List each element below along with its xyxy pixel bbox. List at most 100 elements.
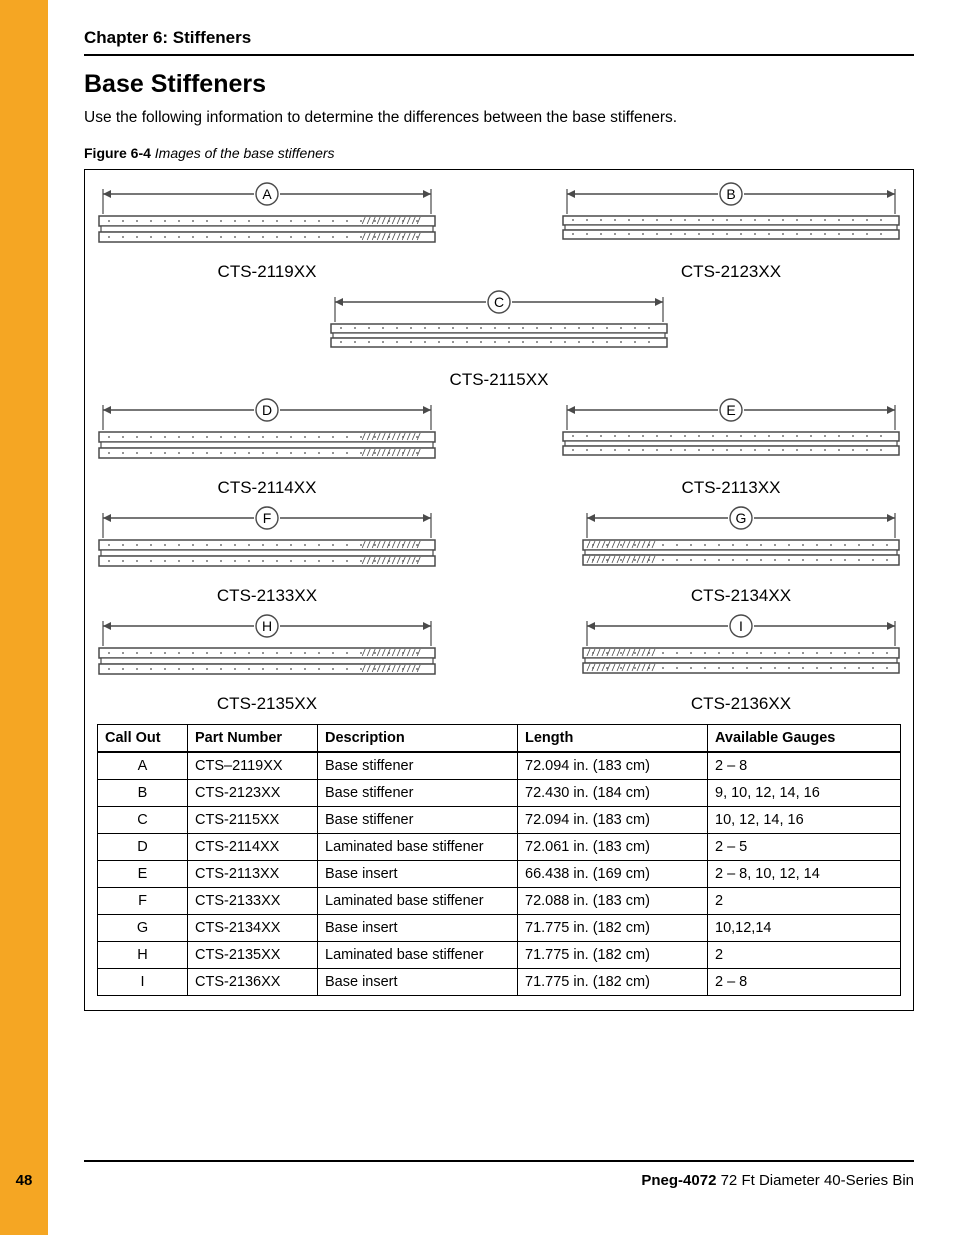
diagram-item: F CTS-2133XX [97,506,437,606]
diagram-label: CTS-2115XX [450,370,549,390]
stiffener-icon: G [581,506,901,584]
table-cell: Laminated base stiffener [318,942,518,969]
table-cell: Base insert [318,915,518,942]
table-row: HCTS-2135XXLaminated base stiffener71.77… [98,942,901,969]
diagram-item: A CTS-2119XX [97,182,437,282]
table-cell: 72.088 in. (183 cm) [518,888,708,915]
table-row: ACTS–2119XXBase stiffener72.094 in. (183… [98,752,901,780]
diagram-label: CTS-2123XX [681,262,781,282]
table-row: FCTS-2133XXLaminated base stiffener72.08… [98,888,901,915]
table-cell: 2 – 8, 10, 12, 14 [708,861,901,888]
svg-text:E: E [726,402,735,418]
table-cell: Base insert [318,969,518,996]
table-cell: 72.430 in. (184 cm) [518,780,708,807]
table-cell: CTS-2133XX [188,888,318,915]
table-cell: 10, 12, 14, 16 [708,807,901,834]
diagram-row: A CTS-2119XX B CTS-2123XX [97,182,901,282]
table-row: DCTS-2114XXLaminated base stiffener72.06… [98,834,901,861]
table-cell: G [98,915,188,942]
table-cell: Base insert [318,861,518,888]
table-cell: D [98,834,188,861]
diagram-label: CTS-2119XX [218,262,317,282]
diagram-label: CTS-2113XX [682,478,781,498]
table-col-header: Description [318,725,518,753]
table-row: GCTS-2134XXBase insert71.775 in. (182 cm… [98,915,901,942]
figure-box: A CTS-2119XX B CTS-2123XX [84,169,914,1011]
stiffener-icon: E [561,398,901,476]
table-cell: 10,12,14 [708,915,901,942]
table-cell: 71.775 in. (182 cm) [518,969,708,996]
table-cell: 72.094 in. (183 cm) [518,807,708,834]
stiffener-icon: B [561,182,901,260]
table-row: BCTS-2123XXBase stiffener72.430 in. (184… [98,780,901,807]
diagram-label: CTS-2134XX [691,586,791,606]
stiffener-icon: H [97,614,437,692]
table-cell: I [98,969,188,996]
diagram-row: F CTS-2133XX G CTS-2134XX [97,506,901,606]
stiffener-icon: F [97,506,437,584]
diagram-item: D CTS-2114XX [97,398,437,498]
figure-description: Images of the base stiffeners [155,145,335,161]
table-cell: CTS-2113XX [188,861,318,888]
table-cell: CTS-2134XX [188,915,318,942]
document-id: Pneg-4072 [641,1172,716,1189]
table-cell: Base stiffener [318,807,518,834]
diagram-label: CTS-2136XX [691,694,791,714]
figure-number: Figure 6-4 [84,145,151,161]
diagram-item: C CTS-2115XX [329,290,669,390]
diagram-row: C CTS-2115XX [97,290,901,390]
table-row: CCTS-2115XXBase stiffener72.094 in. (183… [98,807,901,834]
table-cell: CTS-2123XX [188,780,318,807]
table-cell: 72.061 in. (183 cm) [518,834,708,861]
table-cell: A [98,752,188,780]
table-cell: 71.775 in. (182 cm) [518,915,708,942]
sidebar-accent [0,0,48,1235]
diagram-label: CTS-2114XX [218,478,317,498]
diagram-label: CTS-2133XX [217,586,317,606]
table-cell: 66.438 in. (169 cm) [518,861,708,888]
table-cell: Laminated base stiffener [318,834,518,861]
diagram-item: B CTS-2123XX [561,182,901,282]
diagram-row: H CTS-2135XX I CTS-2136XX [97,614,901,714]
stiffener-icon: D [97,398,437,476]
svg-text:C: C [494,294,504,310]
page-number: 48 [0,1172,48,1189]
diagram-row: D CTS-2114XX E CTS-2113XX [97,398,901,498]
document-title: 72 Ft Diameter 40-Series Bin [716,1172,914,1189]
svg-text:F: F [263,510,272,526]
svg-text:D: D [262,402,272,418]
page-content: Chapter 6: Stiffeners Base Stiffeners Us… [48,0,954,1011]
intro-text: Use the following information to determi… [84,109,914,127]
table-cell: 72.094 in. (183 cm) [518,752,708,780]
table-cell: CTS–2119XX [188,752,318,780]
diagram-item: H CTS-2135XX [97,614,437,714]
diagram-item: E CTS-2113XX [561,398,901,498]
stiffener-icon: I [581,614,901,692]
table-cell: Base stiffener [318,780,518,807]
table-cell: CTS-2115XX [188,807,318,834]
footer-text: Pneg-4072 72 Ft Diameter 40-Series Bin [641,1172,914,1189]
diagram-label: CTS-2135XX [217,694,317,714]
table-cell: 71.775 in. (182 cm) [518,942,708,969]
svg-text:A: A [262,186,272,202]
table-cell: CTS-2136XX [188,969,318,996]
table-cell: Base stiffener [318,752,518,780]
table-cell: CTS-2114XX [188,834,318,861]
parts-table: Call OutPart NumberDescriptionLengthAvai… [97,724,901,996]
footer: 48 Pneg-4072 72 Ft Diameter 40-Series Bi… [0,1160,954,1189]
table-cell: 2 – 5 [708,834,901,861]
diagram-area: A CTS-2119XX B CTS-2123XX [97,182,901,714]
table-cell: 2 – 8 [708,969,901,996]
table-cell: Laminated base stiffener [318,888,518,915]
table-cell: C [98,807,188,834]
table-col-header: Call Out [98,725,188,753]
diagram-item: G CTS-2134XX [581,506,901,606]
svg-text:B: B [726,186,735,202]
figure-caption: Figure 6-4 Images of the base stiffeners [84,145,914,161]
table-col-header: Part Number [188,725,318,753]
table-cell: 2 – 8 [708,752,901,780]
table-row: ECTS-2113XXBase insert66.438 in. (169 cm… [98,861,901,888]
svg-text:G: G [736,510,747,526]
table-row: ICTS-2136XXBase insert71.775 in. (182 cm… [98,969,901,996]
table-cell: CTS-2135XX [188,942,318,969]
